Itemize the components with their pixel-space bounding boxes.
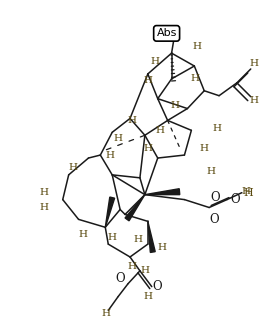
Text: H: H [200, 144, 209, 153]
Text: Abs: Abs [157, 28, 177, 38]
Polygon shape [148, 221, 155, 253]
Text: H: H [241, 187, 250, 196]
Text: H: H [140, 266, 149, 275]
Text: H: H [244, 188, 254, 198]
Text: H: H [78, 230, 87, 239]
Text: H: H [102, 309, 111, 318]
Text: H: H [170, 101, 179, 110]
Text: H: H [193, 42, 202, 51]
Text: H: H [249, 96, 258, 105]
Text: O: O [210, 191, 220, 204]
Text: H: H [143, 144, 152, 153]
Text: H: H [213, 124, 221, 133]
Text: O: O [152, 280, 162, 293]
Text: H: H [150, 57, 159, 66]
Text: H: H [133, 235, 143, 244]
Text: H: H [128, 116, 136, 125]
Polygon shape [125, 195, 145, 221]
Text: H: H [249, 58, 258, 68]
Text: H: H [40, 203, 49, 212]
Polygon shape [105, 197, 115, 227]
Text: H: H [143, 76, 152, 85]
Text: H: H [155, 126, 164, 135]
Text: O: O [230, 193, 240, 206]
Text: O: O [115, 272, 125, 285]
Text: H: H [40, 188, 49, 197]
Text: H: H [114, 134, 123, 143]
Text: H: H [157, 243, 166, 252]
Text: H: H [128, 262, 136, 271]
Text: H: H [68, 163, 77, 172]
Text: O: O [209, 213, 219, 226]
Text: H: H [106, 151, 115, 160]
Polygon shape [145, 189, 180, 195]
Text: H: H [191, 74, 200, 83]
Text: H: H [143, 292, 152, 301]
Text: H: H [207, 167, 216, 176]
Text: H: H [108, 233, 117, 242]
